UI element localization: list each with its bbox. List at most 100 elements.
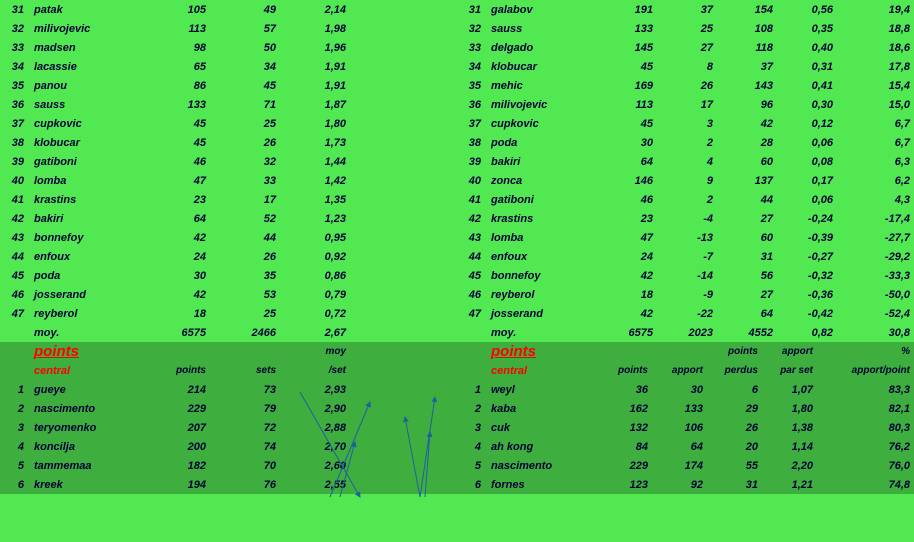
rank-cell: 2 — [457, 399, 487, 418]
header-row: centralpointsapportperduspar setapport/p… — [457, 361, 914, 380]
value-cell: 6,3 — [837, 152, 914, 171]
value-cell: 0,86 — [280, 266, 350, 285]
table-row: 34klobucar458370,3117,8 — [457, 57, 914, 76]
value-cell: 45 — [210, 76, 280, 95]
rank-cell: 39 — [457, 152, 487, 171]
name-cell: reyberol — [487, 285, 597, 304]
value-cell: 33 — [210, 171, 280, 190]
name-cell: poda — [30, 266, 140, 285]
value-cell: 74 — [210, 437, 280, 456]
value-cell: 2,88 — [280, 418, 350, 437]
value-cell: 3 — [657, 114, 717, 133]
header-row: pointspointsapport% — [457, 342, 914, 361]
value-cell: 26 — [210, 247, 280, 266]
table-row: 42bakiri64521,23 — [0, 209, 457, 228]
value-cell: 42 — [140, 228, 210, 247]
value-cell: 56 — [717, 266, 777, 285]
rank-cell: 43 — [457, 228, 487, 247]
rank-cell: 40 — [0, 171, 30, 190]
value-cell: 1,42 — [280, 171, 350, 190]
table-row: 32sauss133251080,3518,8 — [457, 19, 914, 38]
value-cell: -7 — [657, 247, 717, 266]
spacer — [350, 209, 457, 228]
value-cell: 0,08 — [777, 152, 837, 171]
value-cell: -0,42 — [777, 304, 837, 323]
rank-cell: 47 — [457, 304, 487, 323]
value-cell: 1,44 — [280, 152, 350, 171]
name-cell: fornes — [487, 475, 597, 494]
name-cell: milivojevic — [30, 19, 140, 38]
value-cell: 18,8 — [837, 19, 914, 38]
table-row: 40lomba47331,42 — [0, 171, 457, 190]
value-cell: 46 — [597, 190, 657, 209]
table-row: 45bonnefoy42-1456-0,32-33,3 — [457, 266, 914, 285]
value-cell: 27 — [657, 38, 717, 57]
spacer — [457, 361, 487, 380]
value-cell: 96 — [717, 95, 777, 114]
name-cell: ah kong — [487, 437, 597, 456]
spacer — [350, 19, 457, 38]
section-subtitle: central — [487, 361, 597, 380]
rank-cell: 2 — [0, 399, 30, 418]
value-cell: 18,6 — [837, 38, 914, 57]
rank-cell: 35 — [0, 76, 30, 95]
table-row: 31galabov191371540,5619,4 — [457, 0, 914, 19]
value-cell: 1,91 — [280, 57, 350, 76]
value-cell: 53 — [210, 285, 280, 304]
rank-cell: 6 — [457, 475, 487, 494]
value-cell: 2,55 — [280, 475, 350, 494]
name-cell: panou — [30, 76, 140, 95]
rank-cell: 36 — [457, 95, 487, 114]
moy-cell: 2,67 — [280, 323, 350, 342]
value-cell: 162 — [597, 399, 652, 418]
value-cell: 25 — [210, 114, 280, 133]
value-cell: 29 — [707, 399, 762, 418]
value-cell: 0,41 — [777, 76, 837, 95]
table-row: 45poda30350,86 — [0, 266, 457, 285]
header-row: centralpointssets/set — [0, 361, 457, 380]
value-cell: 2 — [657, 133, 717, 152]
value-cell: 146 — [597, 171, 657, 190]
value-cell: 133 — [597, 19, 657, 38]
value-cell: 154 — [717, 0, 777, 19]
rank-cell: 31 — [0, 0, 30, 19]
value-cell: 42 — [140, 285, 210, 304]
spacer — [350, 0, 457, 19]
section-title: points — [30, 342, 140, 361]
header-cell: apport/point — [817, 361, 914, 380]
value-cell: 60 — [717, 228, 777, 247]
value-cell: 31 — [717, 247, 777, 266]
value-cell: 143 — [717, 76, 777, 95]
value-cell: 182 — [140, 456, 210, 475]
value-cell: 64 — [597, 152, 657, 171]
value-cell: 83,3 — [817, 380, 914, 399]
value-cell: 26 — [707, 418, 762, 437]
table-row: 47josserand42-2264-0,42-52,4 — [457, 304, 914, 323]
moy-cell: 0,82 — [777, 323, 837, 342]
header-cell: apport — [652, 361, 707, 380]
value-cell: 25 — [210, 304, 280, 323]
value-cell: 1,23 — [280, 209, 350, 228]
value-cell: 4 — [657, 152, 717, 171]
value-cell: 52 — [210, 209, 280, 228]
header-cell — [652, 342, 707, 361]
header-cell: points — [597, 361, 652, 380]
value-cell: 42 — [597, 266, 657, 285]
name-cell: lomba — [30, 171, 140, 190]
value-cell: 86 — [140, 76, 210, 95]
value-cell: 36 — [597, 380, 652, 399]
name-cell: bonnefoy — [487, 266, 597, 285]
value-cell: 105 — [140, 0, 210, 19]
value-cell: 17 — [657, 95, 717, 114]
value-cell: 133 — [140, 95, 210, 114]
value-cell: 45 — [140, 133, 210, 152]
table-row: 31patak105492,14 — [0, 0, 457, 19]
value-cell: 28 — [717, 133, 777, 152]
spacer — [350, 133, 457, 152]
table-row: 39gatiboni46321,44 — [0, 152, 457, 171]
value-cell: 45 — [140, 114, 210, 133]
header-cell — [140, 342, 210, 361]
value-cell: 44 — [717, 190, 777, 209]
value-cell: 0,79 — [280, 285, 350, 304]
value-cell: 50 — [210, 38, 280, 57]
